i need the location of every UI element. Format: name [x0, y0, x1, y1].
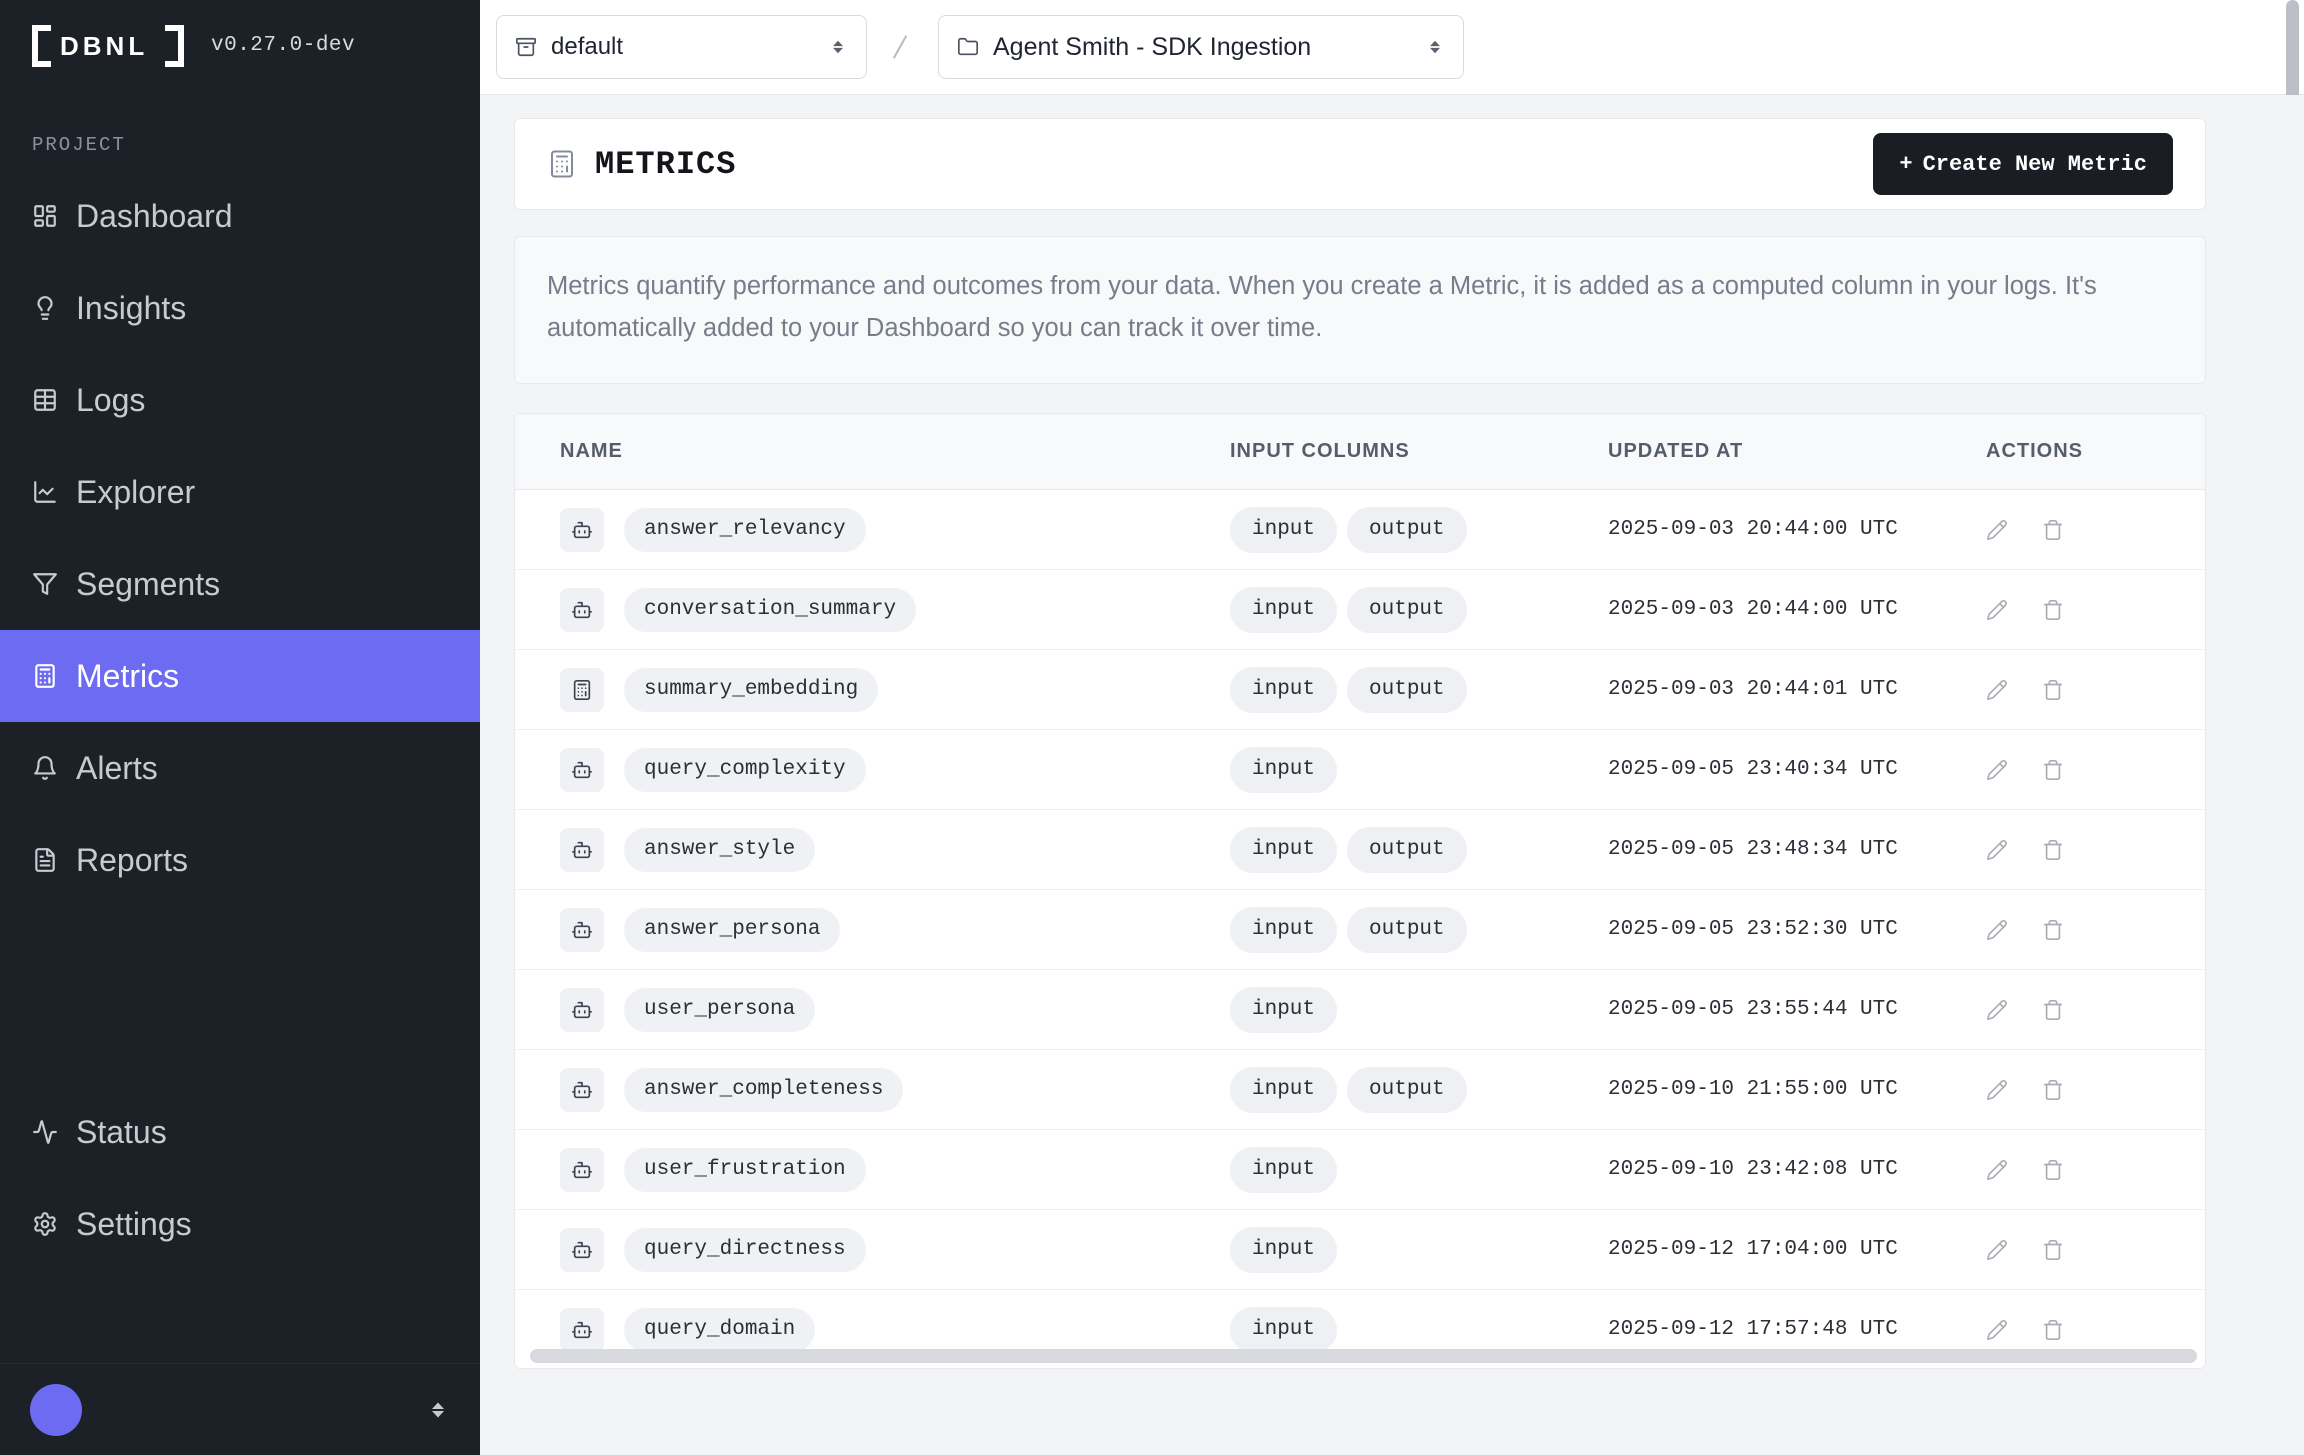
svg-text:DBNL: DBNL: [60, 31, 148, 61]
